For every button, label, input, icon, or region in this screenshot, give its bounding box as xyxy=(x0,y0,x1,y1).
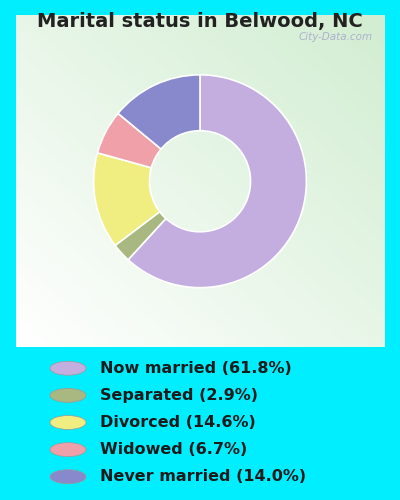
Text: Marital status in Belwood, NC: Marital status in Belwood, NC xyxy=(37,12,363,30)
Circle shape xyxy=(50,362,86,375)
Text: Widowed (6.7%): Widowed (6.7%) xyxy=(100,442,247,457)
Text: Never married (14.0%): Never married (14.0%) xyxy=(100,469,306,484)
Wedge shape xyxy=(128,75,306,288)
Text: City-Data.com: City-Data.com xyxy=(299,32,373,42)
Circle shape xyxy=(50,416,86,430)
Wedge shape xyxy=(98,114,161,168)
Wedge shape xyxy=(94,153,160,246)
Circle shape xyxy=(50,388,86,402)
Circle shape xyxy=(50,442,86,456)
Text: Divorced (14.6%): Divorced (14.6%) xyxy=(100,415,256,430)
Text: Now married (61.8%): Now married (61.8%) xyxy=(100,361,292,376)
Circle shape xyxy=(50,470,86,484)
Text: Separated (2.9%): Separated (2.9%) xyxy=(100,388,258,403)
Wedge shape xyxy=(115,212,166,260)
Wedge shape xyxy=(118,75,200,149)
